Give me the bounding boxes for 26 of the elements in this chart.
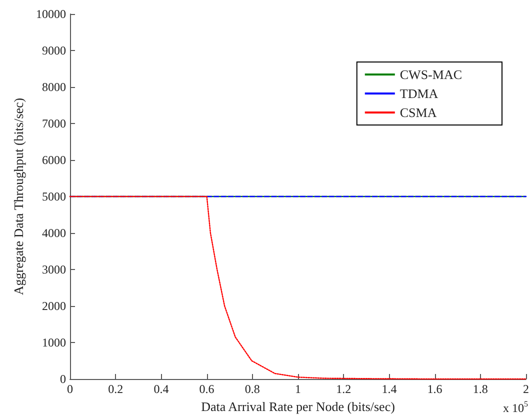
y-axis-title: Aggregate Data Throughput (bits/sec) xyxy=(11,98,26,296)
legend-label: CWS-MAC xyxy=(400,67,462,82)
x-tick-label: 1.8 xyxy=(472,382,488,396)
y-tick-label: 9000 xyxy=(42,44,66,58)
y-tick-label: 1000 xyxy=(42,336,66,350)
y-tick-label: 10000 xyxy=(36,7,66,21)
legend-label: CSMA xyxy=(400,105,438,120)
x-tick-label: 0.8 xyxy=(244,382,260,396)
x-tick-label: 0.4 xyxy=(154,382,169,396)
y-tick-label: 7000 xyxy=(42,116,66,130)
x-tick-label: 1.4 xyxy=(382,382,397,396)
y-tick-label: 3000 xyxy=(42,262,66,276)
x-axis-title: Data Arrival Rate per Node (bits/sec) xyxy=(201,398,395,414)
y-tick-label: 8000 xyxy=(42,80,66,94)
y-tick-label: 4000 xyxy=(42,226,66,240)
x-tick-label: 0.2 xyxy=(108,382,124,396)
y-tick-label: 5000 xyxy=(42,190,66,204)
x-tick-label: 0.6 xyxy=(199,382,214,396)
x-tick-label: 1 xyxy=(295,382,301,396)
y-tick-label: 0 xyxy=(60,372,66,386)
y-tick-label: 2000 xyxy=(42,299,66,313)
y-tick-label: 6000 xyxy=(42,153,66,167)
x-tick-label: 1.2 xyxy=(336,382,352,396)
x-tick-label: 1.6 xyxy=(427,382,442,396)
legend-label: TDMA xyxy=(400,86,439,101)
x-tick-label: 2 xyxy=(523,382,529,396)
